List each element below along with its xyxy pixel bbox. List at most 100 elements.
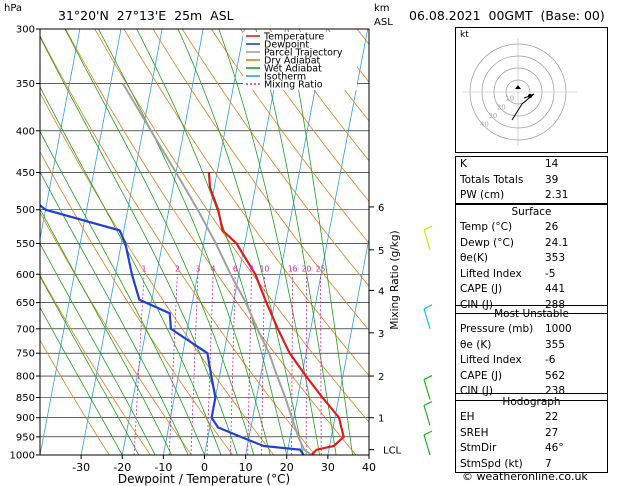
surface-title: Surface	[511, 206, 552, 218]
dry-adiabat-line	[211, 29, 369, 244]
surface-table: Surface Temp (°C) 26 Dewp (°C) 24.1 θe(K) 353…	[455, 203, 608, 314]
table-row-value: 7	[545, 457, 552, 470]
wind-barb-staff	[423, 229, 431, 251]
series-line-dewpoint	[40, 203, 305, 455]
pressure-tick-label: 450	[16, 168, 35, 179]
hodograph-marker	[515, 85, 521, 89]
dry-adiabat-line	[94, 29, 369, 423]
pressure-tick-label: 950	[16, 432, 35, 443]
km-tick-label: LCL	[383, 446, 402, 457]
table-row-value: 1000	[545, 323, 572, 335]
table-row-label: CIN (J)	[460, 385, 493, 397]
table-row-label: K	[460, 158, 467, 170]
table-row-label: Totals Totals	[460, 173, 524, 186]
table-row: CIN (J) 288	[456, 298, 607, 314]
table-row-label: StmSpd (kt)	[460, 457, 523, 470]
table-row: Temp (°C) 26	[456, 220, 607, 236]
wind-barb-flag	[423, 304, 433, 310]
table-row: StmDir 46°	[456, 441, 607, 457]
pressure-tick-label: 800	[16, 372, 35, 383]
temperature-tick-label: -30	[72, 461, 90, 474]
isotherm-line	[245, 29, 327, 455]
table-row-value: 26	[545, 221, 559, 233]
isotherm-line	[204, 29, 286, 455]
wet-adiabat-line	[40, 306, 123, 455]
wind-barb-flag	[423, 375, 433, 381]
hodograph-unit-label: kt	[460, 30, 469, 40]
dry-adiabat-line	[181, 29, 369, 287]
table-row: StmSpd (kt) 7	[456, 457, 607, 473]
x-axis-label: Dewpoint / Temperature (°C)	[118, 472, 290, 486]
table-row-value: 355	[545, 338, 566, 351]
mixing-ratio-label: 10	[260, 264, 270, 273]
dry-adiabat-line	[152, 29, 369, 331]
table-row: EH 22	[456, 410, 607, 426]
wet-adiabat-line	[177, 29, 304, 455]
mixing-ratio-line	[320, 274, 322, 455]
pressure-tick-label: 550	[16, 239, 35, 250]
wind-barb-staff	[423, 405, 431, 426]
table-row-label: CAPE (J)	[460, 369, 503, 382]
wet-adiabat-line	[98, 29, 271, 455]
legend-label: Temperature	[263, 32, 324, 43]
temperature-tick-label: 40	[362, 461, 376, 474]
table-row: PW (cm) 2.31	[456, 188, 607, 204]
table-row: Dewp (°C) 24.1	[456, 236, 607, 252]
mixing-ratio-label: 20	[302, 264, 312, 273]
series-line-temperature	[207, 172, 345, 455]
table-row-label: StmDir	[460, 442, 497, 454]
table-row-value: 39	[545, 173, 559, 186]
dry-adiabat-line	[40, 211, 192, 455]
isotherm-line	[368, 452, 369, 455]
hodograph-table: Hodograph EH 22 SREH 27 StmDir 46° StmSpd (kt)…	[455, 393, 608, 473]
table-row-value: -6	[545, 354, 556, 366]
pressure-tick-label: 350	[16, 79, 35, 90]
pressure-tick-label: 1000	[10, 451, 35, 462]
km-tick-label: 5	[378, 246, 384, 257]
km-tick-label: 6	[378, 203, 384, 214]
table-row-label: θe (K)	[460, 338, 492, 351]
table-row-label: Temp (°C)	[460, 221, 513, 233]
table-row-value: 353	[545, 252, 566, 264]
mixing-ratio-label: 3	[196, 264, 201, 273]
table-row-label: Pressure (mb)	[460, 323, 534, 335]
pressure-tick-label: 500	[16, 205, 35, 216]
legend-label: Mixing Ratio	[264, 80, 323, 91]
hodograph-trace	[511, 93, 535, 121]
table-row-value: -5	[545, 267, 556, 280]
table-row-value: 46°	[545, 442, 564, 454]
table-row: Lifted Index -5	[456, 267, 607, 283]
dry-adiabat-line	[40, 274, 151, 455]
asl-label: ASL	[374, 17, 393, 28]
table-row: θe (K) 355	[456, 338, 607, 354]
table-row-value: 2.31	[545, 189, 569, 201]
wet-adiabat-line	[255, 29, 337, 455]
hodograph-ring-label: 30	[488, 112, 497, 120]
legend-background	[243, 32, 357, 90]
table-row-label: Lifted Index	[460, 267, 522, 280]
table-row: Totals Totals 39	[456, 173, 607, 189]
mixing-ratio-label: 16	[288, 264, 298, 273]
table-row-label: EH	[460, 411, 475, 423]
dry-adiabat-line	[269, 29, 369, 162]
legend-label: Dewpoint	[264, 40, 309, 51]
indices-table: K 14 Totals Totals 39 PW (cm) 2.31	[455, 156, 608, 205]
hodograph-storm-motion	[528, 94, 532, 98]
table-row-label: θe(K)	[460, 252, 488, 264]
table-row: CIN (J) 238	[456, 384, 607, 400]
table-row-label: SREH	[460, 426, 489, 439]
wet-adiabat-line	[40, 242, 156, 455]
table-row-value: 24.1	[545, 236, 569, 249]
wet-adiabat-line	[40, 36, 238, 455]
wind-barb-flag	[423, 400, 433, 407]
wind-barb-staff	[423, 308, 431, 329]
legend-label: Isotherm	[264, 72, 306, 83]
km-tick-label: 3	[378, 329, 384, 340]
dry-adiabat-line	[123, 29, 369, 377]
mixing-ratio-label: 25	[316, 264, 326, 273]
pressure-tick-label: 700	[16, 324, 35, 335]
wind-barb-flag	[423, 430, 433, 436]
temperature-tick-label: 30	[321, 461, 335, 474]
